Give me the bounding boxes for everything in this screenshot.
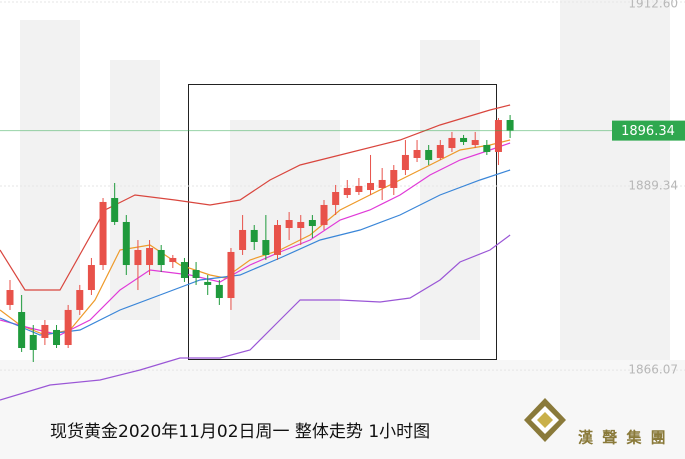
candle-body xyxy=(99,201,107,266)
moving-average xyxy=(0,142,511,336)
candle-body xyxy=(41,324,49,338)
last-price-label: 1896.34 xyxy=(621,124,675,139)
candle-body xyxy=(471,140,479,146)
moving-average xyxy=(0,169,511,336)
candle-body xyxy=(436,145,444,158)
brand: 漢 聲 集 團 xyxy=(578,429,668,447)
candle-body xyxy=(413,149,421,158)
candle-body xyxy=(122,221,130,266)
candle-body xyxy=(506,120,514,131)
moving-average xyxy=(0,234,511,401)
candle-body xyxy=(494,120,502,152)
candle-body xyxy=(204,281,212,285)
candle-body xyxy=(18,312,26,349)
annotation-box xyxy=(188,84,497,360)
moving-average xyxy=(0,139,511,336)
candle-body xyxy=(134,249,142,266)
candle-body xyxy=(483,145,491,152)
candle-body xyxy=(192,270,200,278)
y-tick-label: 1866.07 xyxy=(628,363,678,377)
y-tick-label: 1912.60 xyxy=(628,0,678,11)
candle-body xyxy=(343,187,351,196)
candle-body xyxy=(460,137,468,143)
last-price-box xyxy=(612,120,685,141)
candle-body xyxy=(239,229,247,250)
candle-body xyxy=(390,170,398,188)
candle-body xyxy=(250,229,258,242)
logo xyxy=(524,398,566,442)
candle-body xyxy=(308,220,316,227)
moving-average xyxy=(0,104,511,291)
candle-body xyxy=(297,221,305,228)
candle-body xyxy=(367,182,375,191)
candle-body xyxy=(262,240,270,255)
candle-body xyxy=(87,265,95,291)
candle-body xyxy=(146,248,154,266)
candle-body xyxy=(227,251,235,299)
chart-title: 现货黄金2020年11月02日周一 整体走势 1小时图 xyxy=(50,422,430,442)
candle-body xyxy=(273,224,281,255)
candle-body xyxy=(53,329,61,346)
candle-body xyxy=(215,284,223,299)
candle-body xyxy=(169,257,177,263)
candle-body xyxy=(64,309,72,346)
candle-body xyxy=(111,198,119,222)
candle-body xyxy=(378,179,386,188)
candle-body xyxy=(29,334,37,350)
candle-body xyxy=(285,220,293,228)
candle-body xyxy=(180,262,188,278)
candle-body xyxy=(157,249,165,266)
candle-body xyxy=(448,137,456,149)
candle-body xyxy=(401,154,409,171)
candle-body xyxy=(425,149,433,160)
candle-body xyxy=(320,204,328,225)
candle-body xyxy=(332,192,340,205)
candle-body xyxy=(76,290,84,310)
candle-body xyxy=(355,185,363,193)
y-tick-label: 1889.34 xyxy=(628,178,678,192)
candle-body xyxy=(6,290,14,305)
